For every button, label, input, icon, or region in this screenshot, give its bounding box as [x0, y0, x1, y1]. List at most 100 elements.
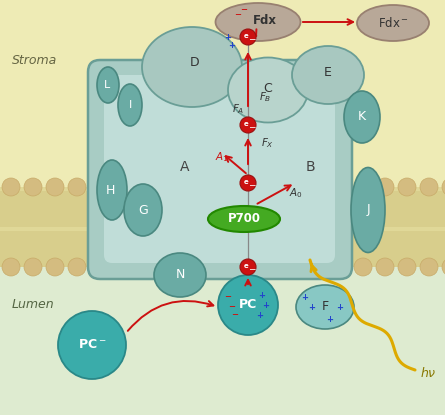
Circle shape [266, 258, 284, 276]
Text: −: − [248, 181, 256, 190]
Text: $F_B$: $F_B$ [259, 90, 271, 104]
Circle shape [46, 178, 64, 196]
Ellipse shape [228, 58, 308, 122]
Ellipse shape [142, 27, 242, 107]
Circle shape [332, 258, 350, 276]
Circle shape [244, 258, 262, 276]
Circle shape [244, 178, 262, 196]
Text: Stroma: Stroma [12, 54, 57, 66]
Ellipse shape [208, 206, 280, 232]
Circle shape [376, 258, 394, 276]
Text: Fdx: Fdx [253, 15, 277, 27]
Ellipse shape [215, 3, 300, 41]
Text: −: − [224, 293, 231, 302]
Circle shape [442, 178, 445, 196]
Text: L: L [104, 80, 110, 90]
Text: PC: PC [239, 298, 257, 312]
Ellipse shape [118, 84, 142, 126]
Circle shape [90, 258, 108, 276]
Circle shape [288, 178, 306, 196]
Text: +: + [263, 300, 270, 310]
Text: H: H [105, 183, 115, 196]
Circle shape [332, 178, 350, 196]
Circle shape [222, 178, 240, 196]
Circle shape [240, 259, 256, 275]
Text: $F_A$: $F_A$ [232, 102, 244, 116]
Text: e: e [244, 122, 249, 127]
Text: −: − [228, 303, 235, 312]
Bar [0, 191, 445, 227]
Text: P700: P700 [227, 212, 260, 225]
Circle shape [178, 178, 196, 196]
Text: Fdx$^-$: Fdx$^-$ [377, 16, 409, 30]
Text: I: I [128, 100, 132, 110]
Text: +: + [327, 315, 333, 324]
Circle shape [156, 258, 174, 276]
Ellipse shape [97, 67, 119, 103]
Text: E: E [324, 66, 332, 80]
Bar [0, 267, 445, 415]
Circle shape [266, 178, 284, 196]
Text: C: C [263, 83, 272, 95]
Circle shape [112, 178, 130, 196]
Text: −: − [248, 264, 256, 273]
Circle shape [200, 258, 218, 276]
FancyBboxPatch shape [104, 75, 335, 263]
Ellipse shape [296, 285, 354, 329]
Circle shape [222, 258, 240, 276]
Ellipse shape [154, 253, 206, 297]
Bar [0, 0, 445, 187]
Circle shape [398, 178, 416, 196]
Circle shape [354, 178, 372, 196]
Circle shape [24, 258, 42, 276]
Circle shape [2, 178, 20, 196]
Circle shape [156, 178, 174, 196]
Ellipse shape [344, 91, 380, 143]
Circle shape [200, 178, 218, 196]
Circle shape [90, 178, 108, 196]
Circle shape [134, 258, 152, 276]
Circle shape [46, 258, 64, 276]
Circle shape [398, 258, 416, 276]
Circle shape [442, 258, 445, 276]
Text: +: + [256, 310, 263, 320]
FancyArrowPatch shape [128, 301, 213, 331]
Circle shape [240, 175, 256, 191]
Text: D: D [190, 56, 200, 69]
Ellipse shape [124, 184, 162, 236]
Text: N: N [175, 269, 185, 281]
Text: F: F [321, 300, 328, 313]
Circle shape [354, 258, 372, 276]
Ellipse shape [351, 168, 385, 252]
Circle shape [112, 258, 130, 276]
Text: $A_0$: $A_0$ [289, 186, 303, 200]
Text: +: + [224, 32, 231, 42]
Text: Lumen: Lumen [12, 298, 54, 312]
Circle shape [310, 178, 328, 196]
Text: $F_X$: $F_X$ [262, 136, 275, 150]
Text: +: + [308, 303, 316, 312]
Text: J: J [366, 203, 370, 217]
Text: e: e [244, 180, 249, 186]
Ellipse shape [292, 46, 364, 104]
Text: −: − [231, 310, 239, 320]
Text: A: A [180, 160, 190, 174]
Circle shape [68, 258, 86, 276]
Circle shape [218, 275, 278, 335]
Ellipse shape [357, 5, 429, 41]
Circle shape [288, 258, 306, 276]
Text: +: + [259, 290, 266, 300]
Circle shape [376, 178, 394, 196]
FancyArrowPatch shape [311, 264, 316, 272]
Circle shape [2, 258, 20, 276]
Circle shape [58, 311, 126, 379]
Circle shape [310, 258, 328, 276]
Circle shape [24, 178, 42, 196]
Text: K: K [358, 110, 366, 124]
Text: +: + [302, 293, 308, 302]
Text: +: + [228, 41, 235, 49]
Text: −: − [248, 122, 256, 132]
Text: G: G [138, 203, 148, 217]
Text: PC$^-$: PC$^-$ [78, 339, 106, 352]
Bar [0, 187, 445, 267]
